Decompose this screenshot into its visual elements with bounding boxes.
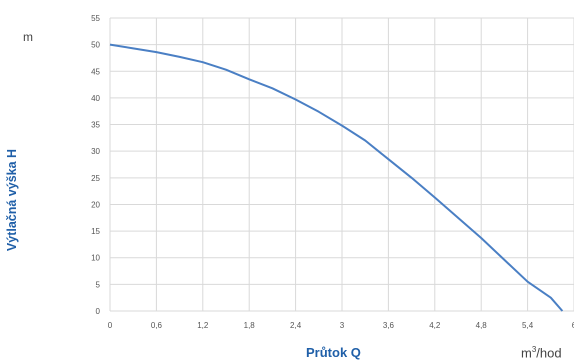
x-tick-label: 1,8	[244, 321, 256, 330]
y-tick-label: 10	[91, 254, 100, 263]
y-tick-label: 5	[96, 280, 101, 289]
y-tick-label: 15	[91, 227, 100, 236]
x-unit-rest: /hod	[536, 345, 562, 361]
x-tick-label: 3,6	[383, 321, 395, 330]
y-tick-label: 35	[91, 121, 100, 130]
x-tick-label: 4,2	[429, 321, 441, 330]
x-axis-label: Průtok Q	[306, 345, 361, 360]
y-tick-label: 0	[96, 307, 101, 316]
x-tick-label: 5,4	[522, 321, 534, 330]
y-axis-unit: m	[23, 30, 33, 44]
x-tick-label: 3	[340, 321, 345, 330]
y-axis-label: Výtlačná výška H	[5, 148, 19, 252]
x-axis-unit: m3/hod	[521, 345, 562, 360]
y-tick-label: 55	[91, 14, 100, 23]
y-tick-label: 50	[91, 41, 100, 50]
y-tick-label: 40	[91, 94, 100, 103]
x-tick-label: 0	[108, 321, 113, 330]
series-line	[109, 43, 564, 312]
y-tick-label: 20	[91, 200, 100, 209]
series	[109, 43, 564, 312]
y-tick-label: 45	[91, 67, 100, 76]
y-tick-label: 30	[91, 147, 100, 156]
grid	[109, 17, 574, 312]
y-tick-label: 25	[91, 174, 100, 183]
x-tick-label: 4,8	[476, 321, 488, 330]
tick-labels: 0 0,6 1,2 1,8 2,4 3 3,6 4,2 4,8 5,4 6 0 5 10 15 20 25 30 3…	[91, 14, 574, 330]
x-tick-label: 1,2	[197, 321, 209, 330]
x-tick-label: 0,6	[151, 321, 163, 330]
x-unit-sup: 3	[531, 345, 537, 354]
x-unit-base: m	[521, 345, 532, 361]
x-tick-label: 2,4	[290, 321, 302, 330]
x-tick-label: 6	[572, 321, 574, 330]
